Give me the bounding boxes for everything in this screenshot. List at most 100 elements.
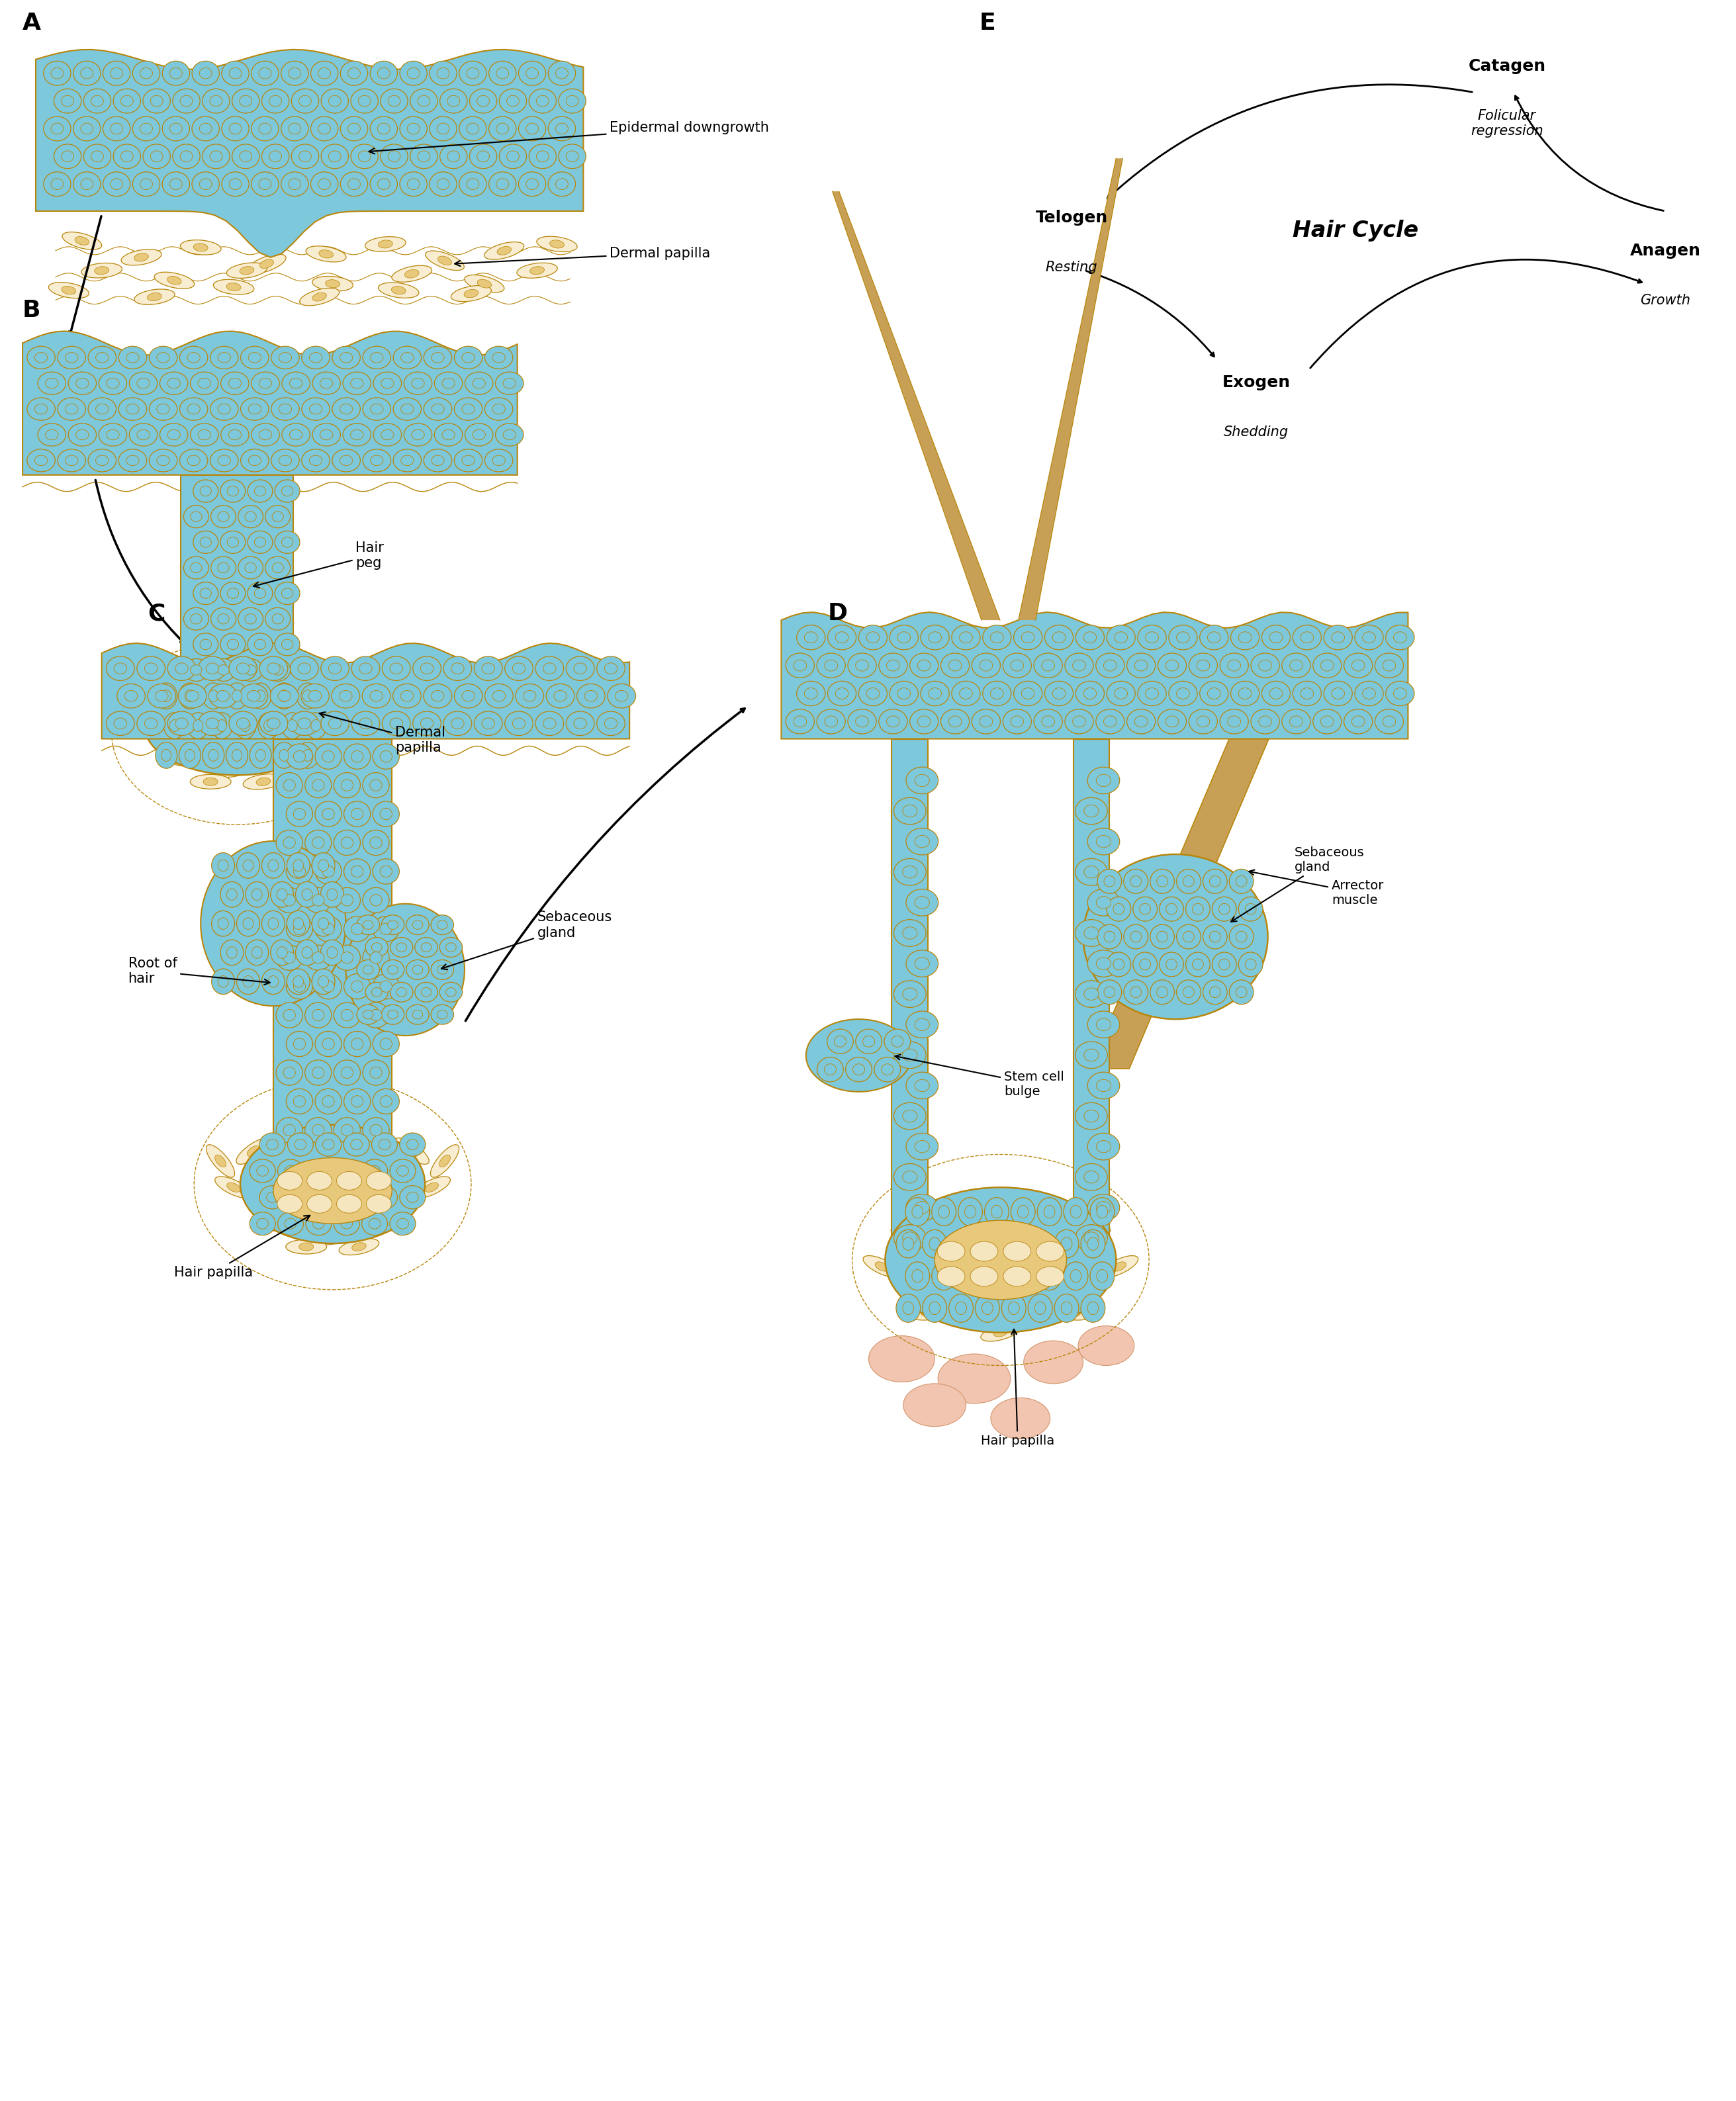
Ellipse shape	[425, 250, 464, 271]
Ellipse shape	[1028, 1294, 1052, 1322]
Ellipse shape	[312, 424, 340, 445]
Ellipse shape	[1064, 1263, 1088, 1290]
Ellipse shape	[122, 95, 134, 107]
Ellipse shape	[43, 116, 71, 141]
Ellipse shape	[295, 939, 319, 964]
Ellipse shape	[347, 179, 361, 189]
Ellipse shape	[262, 145, 290, 168]
Ellipse shape	[1325, 626, 1352, 649]
Ellipse shape	[94, 267, 109, 275]
Polygon shape	[23, 332, 517, 475]
Ellipse shape	[493, 691, 505, 702]
Ellipse shape	[144, 727, 158, 737]
Ellipse shape	[267, 664, 279, 674]
Ellipse shape	[271, 939, 293, 964]
Ellipse shape	[399, 116, 427, 141]
Ellipse shape	[144, 677, 330, 775]
Ellipse shape	[385, 1221, 399, 1227]
Ellipse shape	[351, 1038, 363, 1050]
Ellipse shape	[269, 95, 281, 107]
Ellipse shape	[229, 429, 241, 439]
Ellipse shape	[549, 61, 576, 86]
Ellipse shape	[187, 403, 200, 414]
Ellipse shape	[340, 172, 368, 195]
Ellipse shape	[358, 95, 372, 107]
Ellipse shape	[1066, 1309, 1080, 1317]
Ellipse shape	[323, 1038, 335, 1050]
Ellipse shape	[1156, 876, 1168, 887]
Ellipse shape	[825, 660, 837, 670]
Ellipse shape	[252, 424, 279, 445]
Ellipse shape	[1186, 897, 1210, 920]
Ellipse shape	[306, 773, 332, 798]
Ellipse shape	[1236, 931, 1246, 941]
Ellipse shape	[283, 836, 295, 849]
Ellipse shape	[373, 916, 399, 941]
Ellipse shape	[1035, 710, 1062, 733]
Ellipse shape	[276, 889, 286, 901]
Ellipse shape	[604, 719, 618, 729]
Ellipse shape	[240, 1124, 425, 1244]
Polygon shape	[36, 50, 583, 256]
Ellipse shape	[309, 691, 321, 702]
Ellipse shape	[255, 588, 266, 599]
Ellipse shape	[903, 1303, 913, 1315]
Ellipse shape	[472, 378, 486, 389]
Ellipse shape	[304, 723, 342, 742]
Ellipse shape	[370, 116, 398, 141]
Ellipse shape	[266, 557, 290, 580]
Ellipse shape	[262, 910, 285, 937]
Ellipse shape	[950, 1229, 974, 1258]
Ellipse shape	[1095, 775, 1111, 786]
Ellipse shape	[431, 691, 444, 702]
Ellipse shape	[95, 456, 109, 466]
Ellipse shape	[1203, 924, 1227, 950]
Ellipse shape	[281, 372, 311, 395]
Ellipse shape	[394, 1139, 429, 1164]
Ellipse shape	[245, 563, 257, 574]
Ellipse shape	[1189, 710, 1217, 733]
Ellipse shape	[903, 1048, 917, 1061]
Ellipse shape	[293, 1095, 306, 1107]
Ellipse shape	[302, 347, 330, 370]
Ellipse shape	[983, 626, 1010, 649]
Ellipse shape	[286, 973, 312, 1000]
Ellipse shape	[1082, 1294, 1106, 1322]
Ellipse shape	[1177, 870, 1201, 893]
Ellipse shape	[35, 456, 47, 466]
Ellipse shape	[915, 958, 929, 971]
Ellipse shape	[889, 626, 918, 649]
Ellipse shape	[934, 1221, 1066, 1301]
Ellipse shape	[122, 250, 161, 265]
Ellipse shape	[1017, 1269, 1028, 1282]
Ellipse shape	[1104, 931, 1115, 941]
Ellipse shape	[495, 372, 524, 395]
Ellipse shape	[106, 712, 134, 735]
Ellipse shape	[170, 721, 179, 731]
Ellipse shape	[406, 1145, 418, 1156]
Ellipse shape	[207, 664, 219, 674]
Ellipse shape	[267, 975, 278, 987]
Ellipse shape	[222, 116, 248, 141]
Ellipse shape	[260, 712, 288, 735]
Ellipse shape	[279, 456, 292, 466]
Ellipse shape	[1097, 1206, 1108, 1219]
Ellipse shape	[245, 511, 257, 521]
Ellipse shape	[299, 719, 311, 729]
Ellipse shape	[227, 263, 267, 277]
Ellipse shape	[118, 397, 146, 420]
Text: Hair papilla: Hair papilla	[174, 1216, 311, 1280]
Ellipse shape	[252, 172, 279, 195]
Ellipse shape	[894, 1042, 925, 1069]
Ellipse shape	[54, 145, 82, 168]
Ellipse shape	[340, 456, 352, 466]
Ellipse shape	[283, 1008, 295, 1021]
Ellipse shape	[1024, 1340, 1083, 1385]
Ellipse shape	[142, 88, 170, 113]
Ellipse shape	[203, 88, 229, 113]
Ellipse shape	[312, 292, 326, 300]
Ellipse shape	[137, 712, 165, 735]
Ellipse shape	[828, 681, 856, 706]
Ellipse shape	[149, 397, 177, 420]
Ellipse shape	[1043, 1206, 1055, 1219]
